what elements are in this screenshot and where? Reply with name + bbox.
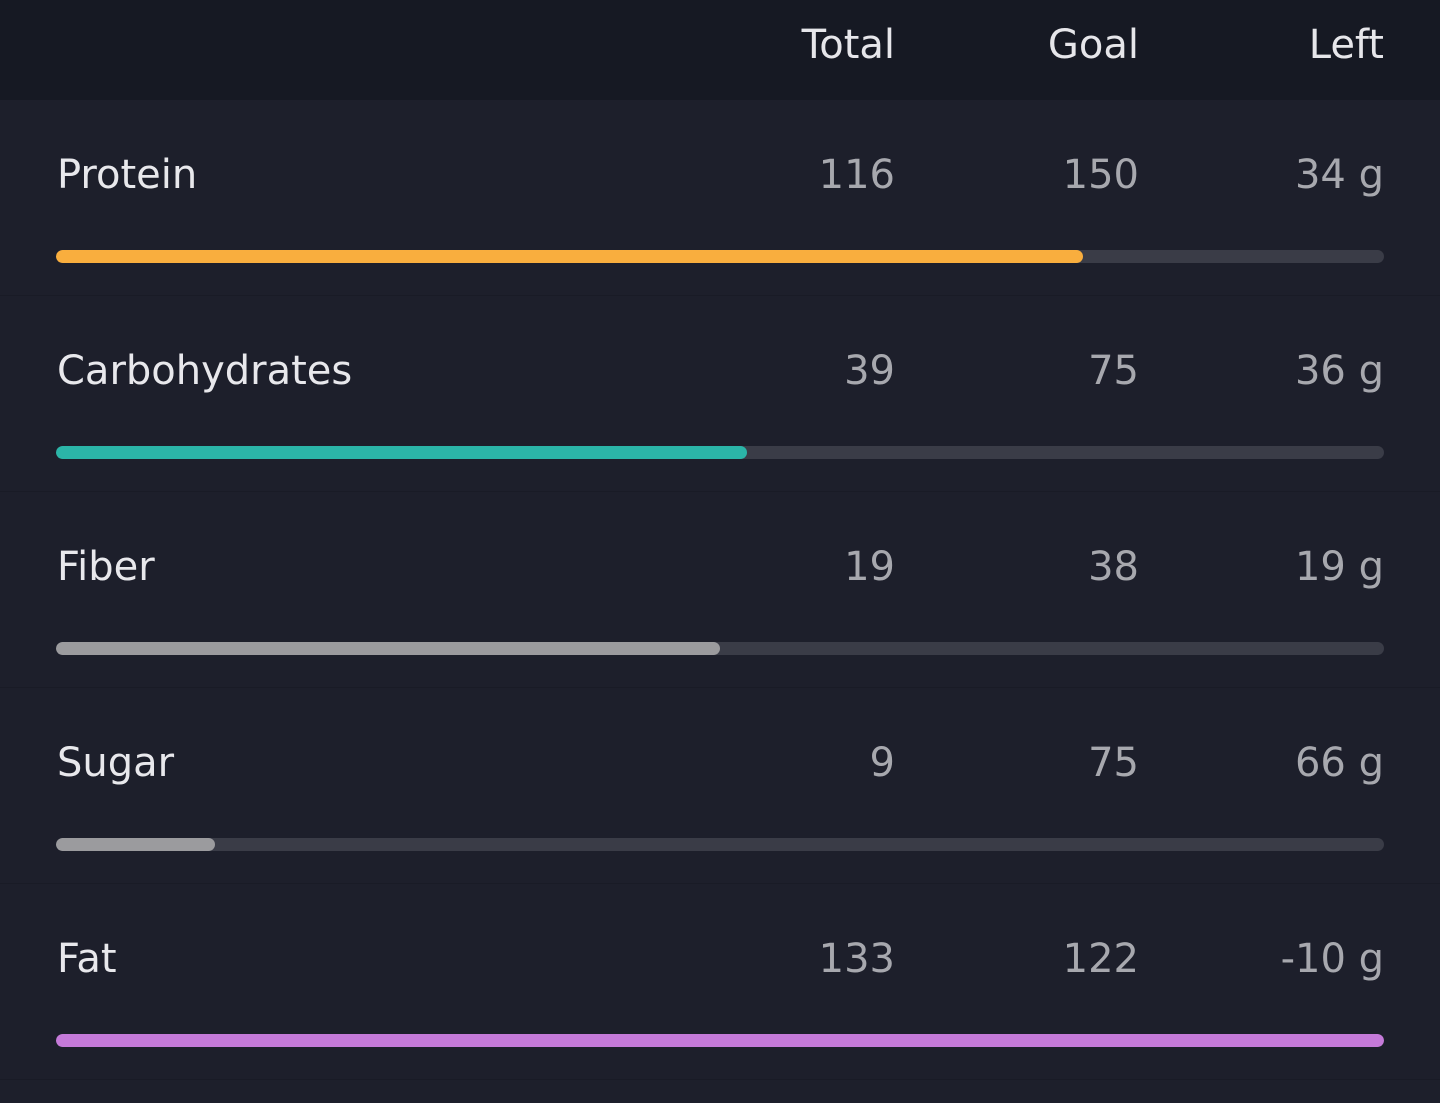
nutrient-row: Carbohydrates 39 75 36 g	[0, 296, 1440, 492]
nutrient-row: Fat 133 122 -10 g	[0, 884, 1440, 1080]
progress-track	[56, 642, 1384, 655]
column-header: Goal	[1047, 22, 1139, 68]
progress-fill	[56, 250, 1083, 263]
nutrient-left: 66 g	[1294, 740, 1384, 786]
nutrient-goal: 75	[1088, 740, 1139, 786]
progress-fill	[56, 1034, 1384, 1047]
nutrient-left: 36 g	[1294, 348, 1384, 394]
nutrient-total: 9	[869, 740, 895, 786]
nutrient-total: 19	[844, 544, 895, 590]
progress-track	[56, 446, 1384, 459]
nutrient-goal: 150	[1062, 152, 1139, 198]
nutrient-total: 133	[818, 936, 895, 982]
column-header: Left	[1308, 22, 1384, 68]
nutrient-left: -10 g	[1280, 936, 1384, 982]
nutrient-row: Fiber 19 38 19 g	[0, 492, 1440, 688]
progress-fill	[56, 446, 747, 459]
progress-fill	[56, 642, 720, 655]
nutrient-left: 19 g	[1294, 544, 1384, 590]
progress-track	[56, 838, 1384, 851]
nutrient-left: 34 g	[1294, 152, 1384, 198]
nutrient-goal: 75	[1088, 348, 1139, 394]
column-header: Total	[801, 22, 895, 68]
nutrient-goal: 122	[1062, 936, 1139, 982]
nutrient-name: Protein	[57, 152, 198, 198]
nutrient-name: Sugar	[57, 740, 175, 786]
progress-track	[56, 250, 1384, 263]
nutrient-name: Fat	[57, 936, 117, 982]
nutrient-total: 39	[844, 348, 895, 394]
progress-fill	[56, 838, 216, 851]
nutrient-name: Carbohydrates	[57, 348, 353, 394]
nutrient-row: Protein 116 150 34 g	[0, 100, 1440, 296]
progress-track	[56, 1034, 1384, 1047]
nutrient-name: Fiber	[57, 544, 155, 590]
nutrient-row: Sugar 9 75 66 g	[0, 688, 1440, 884]
nutrient-total: 116	[818, 152, 895, 198]
table-header: Total Goal Left	[0, 0, 1440, 100]
nutrient-goal: 38	[1088, 544, 1139, 590]
